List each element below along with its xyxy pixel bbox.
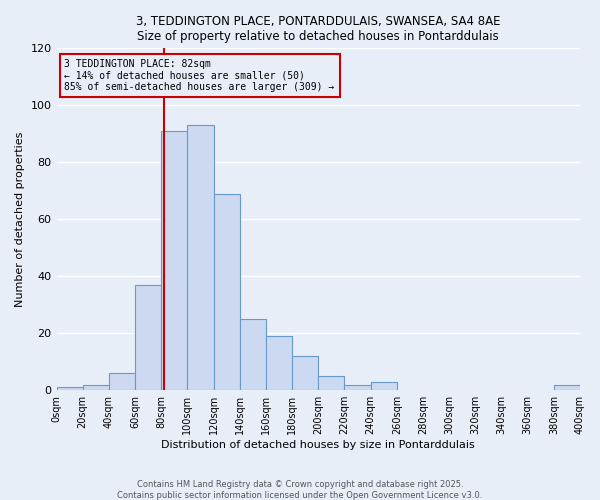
Bar <box>56 388 83 390</box>
Text: 3 TEDDINGTON PLACE: 82sqm
← 14% of detached houses are smaller (50)
85% of semi-: 3 TEDDINGTON PLACE: 82sqm ← 14% of detac… <box>64 58 335 92</box>
X-axis label: Distribution of detached houses by size in Pontarddulais: Distribution of detached houses by size … <box>161 440 475 450</box>
Text: Contains HM Land Registry data © Crown copyright and database right 2025.
Contai: Contains HM Land Registry data © Crown c… <box>118 480 482 500</box>
Bar <box>344 384 371 390</box>
Bar <box>292 356 318 390</box>
Bar <box>266 336 292 390</box>
Bar <box>135 285 161 390</box>
Bar <box>318 376 344 390</box>
Bar <box>83 384 109 390</box>
Bar <box>109 373 135 390</box>
Y-axis label: Number of detached properties: Number of detached properties <box>15 132 25 307</box>
Bar <box>554 384 580 390</box>
Bar <box>187 126 214 390</box>
Bar <box>240 319 266 390</box>
Title: 3, TEDDINGTON PLACE, PONTARDDULAIS, SWANSEA, SA4 8AE
Size of property relative t: 3, TEDDINGTON PLACE, PONTARDDULAIS, SWAN… <box>136 15 500 43</box>
Bar <box>161 131 187 390</box>
Bar <box>371 382 397 390</box>
Bar <box>214 194 240 390</box>
